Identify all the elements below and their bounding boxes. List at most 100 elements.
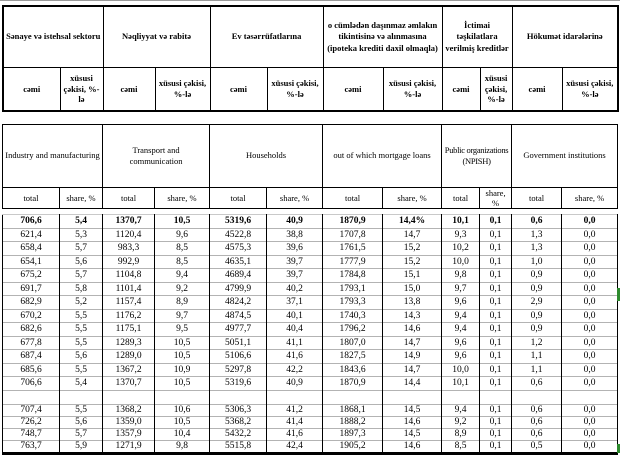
table-cell: 707,4 (2, 403, 60, 416)
table-cell: 10,2 (441, 241, 480, 255)
table-cell: 9,4 (441, 403, 480, 416)
table-cell: 5,3 (59, 227, 103, 242)
table-cell: 14,5 (382, 427, 442, 440)
table-cell: 685,6 (2, 362, 60, 377)
table-cell: 1157,4 (102, 295, 155, 309)
table-cell: 5,6 (59, 349, 103, 363)
table-cell: 0,1 (479, 227, 512, 242)
table-cell: 1120,4 (102, 227, 155, 242)
header-group-cell: Nəqliyyat və rabitə (102, 5, 211, 68)
header-table-azerbaijani: Sənaye və istehsal sektoru Nəqliyyat və … (2, 5, 620, 112)
header-table-english: Industry and manufacturing Transport and… (1, 124, 619, 209)
table-cell: 5515,8 (209, 439, 267, 455)
header-sub-cell: total (102, 187, 156, 209)
table-cell: 10,1 (441, 214, 480, 228)
table-cell: 1176,2 (102, 308, 155, 323)
table-cell: 9,8 (154, 439, 210, 455)
table-row: 707,4 5,5 1368,2 10,6 5306,3 41,2 1868,1 14,5 9,… (2, 403, 618, 416)
table-cell: 14,6 (382, 439, 442, 455)
header-sub-cell: total (209, 187, 268, 209)
table-cell: 14,4 (382, 376, 442, 390)
table-cell: 4874,5 (209, 308, 267, 323)
header-sub-cell: cəmi (2, 67, 61, 112)
table-cell: 1,0 (511, 254, 562, 269)
table-cell: 5,6 (59, 415, 103, 428)
table-cell: 0,1 (479, 427, 512, 440)
table-cell: 39,6 (266, 241, 323, 255)
table-cell: 5,7 (59, 268, 103, 282)
header-group-cell: Transport and communication (102, 124, 211, 188)
table-cell: 0,0 (561, 281, 618, 296)
header-group-cell: Households (209, 124, 324, 188)
table-cell: 748,7 (2, 427, 60, 440)
table-cell: 5368,2 (209, 415, 267, 428)
table-cell: 726,2 (2, 415, 60, 428)
table-cell (479, 389, 512, 404)
header-sub-cell: cəmi (511, 67, 563, 112)
table-cell: 0,0 (561, 295, 618, 309)
table-cell: 0,9 (511, 308, 562, 323)
header-sub-cell: xüsusi çəkisi, %-lə (154, 67, 211, 112)
table-cell: 0,0 (561, 241, 618, 255)
table-cell: 40,1 (266, 308, 323, 323)
header-sub-cell: total (322, 187, 384, 209)
table-cell: 9,6 (441, 335, 480, 350)
table-cell (154, 389, 210, 404)
table-cell: 14,7 (382, 335, 442, 350)
table-cell: 8,5 (154, 241, 210, 255)
table-cell: 41,4 (266, 415, 323, 428)
table-cell: 0,1 (479, 403, 512, 416)
table-cell: 0,1 (479, 415, 512, 428)
table-cell: 0,0 (561, 308, 618, 323)
table-cell (561, 389, 618, 404)
table-cell: 1870,9 (322, 376, 383, 390)
header-sub-cell: share, % (382, 187, 443, 209)
table-cell: 8,9 (441, 427, 480, 440)
table-cell: 1905,2 (322, 439, 383, 455)
table-cell: 0,1 (479, 268, 512, 282)
table-cell: 9,4 (154, 268, 210, 282)
table-cell: 0,5 (511, 439, 562, 455)
table-cell: 1777,9 (322, 254, 383, 269)
table-cell: 621,4 (2, 227, 60, 242)
table-cell: 38,8 (266, 227, 323, 242)
table-cell: 41,2 (266, 403, 323, 416)
table-cell: 0,1 (479, 241, 512, 255)
header-sub-cell: share, % (479, 187, 513, 209)
table-cell: 1,3 (511, 241, 562, 255)
green-edge-marker (617, 288, 620, 301)
table-cell: 1359,0 (102, 415, 155, 428)
table-cell (322, 389, 383, 404)
table-cell: 0,1 (479, 254, 512, 269)
table-cell: 5,9 (59, 439, 103, 455)
table-cell: 9,2 (441, 415, 480, 428)
table-cell: 14,6 (382, 322, 442, 336)
header-sub-cell: xüsusi çəkisi, %-lə (382, 67, 443, 112)
header-group-cell: o cümlədən daşınmaz əmlakın tikintisinə … (322, 5, 443, 68)
table-cell: 10,0 (441, 362, 480, 377)
table-cell (441, 389, 480, 404)
table-cell: 1761,5 (322, 241, 383, 255)
table-cell: 0,0 (561, 362, 618, 377)
table-cell: 9,4 (441, 322, 480, 336)
table-cell: 39,7 (266, 268, 323, 282)
table-cell: 42,4 (266, 439, 323, 455)
header-sub-cell: xüsusi çəkisi, %-lə (266, 67, 324, 112)
en-group-header-row: Industry and manufacturing Transport and… (1, 124, 619, 188)
table-row: 677,8 5,5 1289,3 10,5 5051,1 41,1 1807,0 14,7 9,… (2, 335, 618, 350)
table-cell: 0,0 (561, 214, 618, 228)
table-cell: 0,1 (479, 295, 512, 309)
table-cell: 1784,8 (322, 268, 383, 282)
table-cell: 5,5 (59, 362, 103, 377)
table-cell (382, 389, 442, 404)
table-row: 706,6 5,4 1370,7 10,5 5319,6 40,9 1870,9 14,4% 1… (2, 214, 618, 228)
table-cell: 10,6 (154, 403, 210, 416)
table-row: 691,7 5,8 1101,4 9,2 4799,9 40,2 1793,1 15,0 9,7… (2, 281, 618, 296)
table-cell: 1175,1 (102, 322, 155, 336)
header-sub-cell: share, % (154, 187, 211, 209)
table-cell: 682,6 (2, 322, 60, 336)
table-cell: 42,2 (266, 362, 323, 377)
table-cell: 0,6 (511, 403, 562, 416)
green-edge-marker (617, 444, 620, 453)
